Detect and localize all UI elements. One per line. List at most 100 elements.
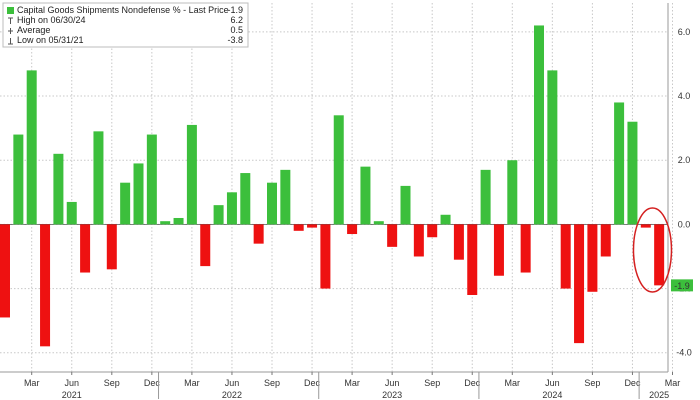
- bar: [280, 169, 291, 225]
- bar: [240, 173, 251, 225]
- bar: [614, 102, 625, 225]
- legend-entry-value: -1.9: [227, 5, 243, 15]
- y-axis: 6.04.02.00.0-2.0-4.0-1.9: [667, 3, 693, 372]
- bar: [146, 134, 157, 225]
- x-tick-label: Dec: [304, 378, 321, 388]
- x-tick-label: Mar: [24, 378, 40, 388]
- bar: [93, 131, 104, 225]
- bar: [360, 166, 371, 225]
- bar: [627, 121, 638, 225]
- bar: [520, 224, 531, 273]
- y-tick-label: 2.0: [678, 155, 691, 165]
- bar: [253, 224, 264, 244]
- bar: [587, 224, 598, 292]
- x-tick-label: Sep: [264, 378, 280, 388]
- legend-entry-label: Capital Goods Shipments Nondefense % - L…: [17, 5, 229, 15]
- x-tick-label: Dec: [464, 378, 481, 388]
- bar: [307, 224, 318, 228]
- bar: [186, 124, 197, 225]
- legend: Capital Goods Shipments Nondefense % - L…: [2, 2, 249, 48]
- legend-high-icon: [8, 17, 13, 24]
- x-tick-label: Jun: [64, 378, 79, 388]
- x-tick-label: Mar: [344, 378, 360, 388]
- bars-layer: [0, 25, 665, 347]
- year-label: 2023: [382, 390, 402, 400]
- bar: [600, 224, 611, 257]
- x-tick-label: Mar: [184, 378, 200, 388]
- y-tick-label: 0.0: [678, 219, 691, 229]
- x-tick-label: Jun: [545, 378, 560, 388]
- bar: [26, 70, 37, 225]
- bar: [534, 25, 544, 225]
- x-tick-label: Sep: [424, 378, 440, 388]
- x-tick-label: Sep: [104, 378, 120, 388]
- legend-square-icon: [7, 7, 14, 14]
- bar: [547, 70, 558, 225]
- last-value-label: -1.9: [674, 281, 690, 291]
- x-tick-label: Dec: [144, 378, 161, 388]
- annotations: [632, 207, 673, 293]
- legend-entry-label: Average: [17, 25, 50, 35]
- bar: [400, 185, 411, 225]
- bar: [160, 221, 171, 225]
- bar: [267, 182, 277, 225]
- bar: [387, 224, 398, 247]
- bar: [226, 192, 237, 225]
- last-value-badge: [671, 279, 693, 292]
- bar: [413, 224, 424, 257]
- x-tick-label: Sep: [584, 378, 600, 388]
- highlight-ellipse: [632, 207, 673, 293]
- bar: [13, 134, 24, 225]
- x-tick-label: Jun: [385, 378, 400, 388]
- bar: [53, 153, 64, 225]
- bar: [493, 224, 504, 276]
- bar: [480, 169, 491, 225]
- bar: [347, 224, 358, 235]
- year-label: 2022: [222, 390, 242, 400]
- legend-entry-value: 6.2: [230, 15, 243, 25]
- bar: [40, 224, 51, 347]
- y-tick-label: -4.0: [676, 348, 692, 358]
- bar: [173, 217, 184, 225]
- bar: [440, 214, 451, 225]
- bar: [453, 224, 464, 260]
- year-label: 2024: [542, 390, 562, 400]
- bar: [654, 224, 665, 286]
- bar: [333, 115, 344, 225]
- bar: [373, 221, 384, 225]
- bar: [640, 224, 651, 228]
- bar: [106, 224, 117, 270]
- bar: [574, 224, 585, 344]
- legend-entry-value: 0.5: [230, 25, 243, 35]
- bar: [320, 224, 331, 289]
- x-tick-label: Dec: [624, 378, 641, 388]
- year-label: 2025: [649, 390, 669, 400]
- bar: [66, 201, 77, 225]
- legend-average-icon: [8, 28, 13, 34]
- legend-entry-label: High on 06/30/24: [17, 15, 86, 25]
- bar: [427, 224, 438, 238]
- x-tick-label: Mar: [665, 378, 681, 388]
- bar: [200, 224, 211, 267]
- bar: [560, 224, 571, 289]
- x-tick-label: Jun: [225, 378, 240, 388]
- year-label: 2021: [62, 390, 82, 400]
- legend-entry-label: Low on 05/31/21: [17, 35, 84, 45]
- bar: [467, 224, 478, 295]
- bar: [120, 182, 131, 225]
- bar: [293, 224, 304, 231]
- bar: [80, 224, 91, 273]
- y-tick-label: 4.0: [678, 91, 691, 101]
- bar: [0, 224, 10, 318]
- x-axis: Mar Jun Sep Dec Mar Jun Sep Dec Mar Jun Sep Dec Mar J…: [0, 371, 681, 400]
- bar: [507, 160, 518, 225]
- x-tick-label: Mar: [505, 378, 521, 388]
- y-tick-label: 6.0: [678, 27, 691, 37]
- bar: [213, 205, 224, 225]
- legend-entry-value: -3.8: [227, 35, 243, 45]
- bar: [133, 163, 144, 225]
- legend-low-icon: [8, 38, 13, 45]
- legend-box: [2, 2, 249, 48]
